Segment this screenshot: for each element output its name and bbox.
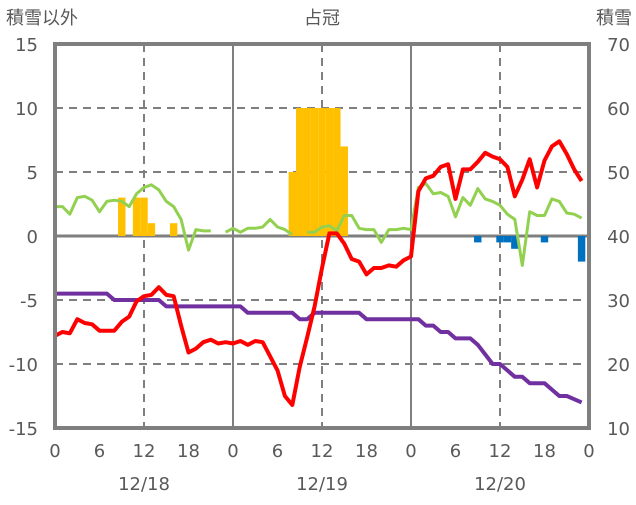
left-tick-label: 15 [15,35,38,56]
decrease-bar [474,236,482,243]
x-tick-label: 0 [227,441,238,462]
date-label: 12/18 [118,474,170,495]
right-tick-label: 50 [607,163,630,184]
snowfall-bar [132,197,141,236]
decrease-bar [496,236,504,243]
right-tick-label: 30 [607,291,630,312]
series-lines [54,139,584,407]
decrease-bar [577,236,586,262]
x-tick-label: 18 [355,441,378,462]
series-line-snow_depth [55,291,583,405]
snowfall-bar [325,108,334,236]
right-tick-label: 70 [607,35,630,56]
x-tick-label: 12 [133,441,156,462]
left-tick-label: -5 [20,291,38,312]
right-tick-label: 10 [607,419,630,440]
date-label: 12/19 [296,474,348,495]
x-tick-label: 0 [583,441,594,462]
left-tick-label: -15 [9,419,38,440]
bars [118,108,586,262]
right-axis-title: 積雪 [596,8,632,29]
snowfall-bar [169,223,178,236]
chart-title: 占冠 [304,8,340,29]
snowfall-bar [296,108,304,236]
snowfall-bar [147,223,156,236]
plot-border [53,42,591,430]
x-tick-label: 0 [49,441,60,462]
x-tick-label: 6 [94,441,105,462]
left-axis-title: 積雪以外 [6,8,78,29]
x-tick-label: 18 [177,441,200,462]
series-line-green [55,182,583,267]
snowfall-bar [333,108,341,236]
snowfall-bar [318,108,326,236]
right-tick-label: 20 [607,355,630,376]
snowfall-bar [340,146,348,236]
right-tick-label: 60 [607,99,630,120]
left-tick-label: 5 [27,163,38,184]
series-line-red [54,139,584,407]
x-tick-label: 6 [272,441,283,462]
snowfall-bar [310,108,319,236]
x-tick-label: 0 [405,441,416,462]
left-tick-label: -10 [9,355,38,376]
left-tick-label: 10 [15,99,38,120]
x-tick-label: 12 [489,441,512,462]
snowfall-bar [288,172,297,236]
snowfall-bar [118,197,126,236]
x-tick-label: 18 [533,441,556,462]
decrease-bar [503,236,512,243]
x-tick-label: 12 [311,441,334,462]
snowfall-bar [303,108,311,236]
date-label: 12/20 [474,474,526,495]
left-tick-label: 0 [27,227,38,248]
x-tick-label: 6 [450,441,461,462]
decrease-bar [540,236,549,243]
right-tick-label: 40 [607,227,630,248]
snowfall-bar [140,197,148,236]
decrease-bar [511,236,519,249]
